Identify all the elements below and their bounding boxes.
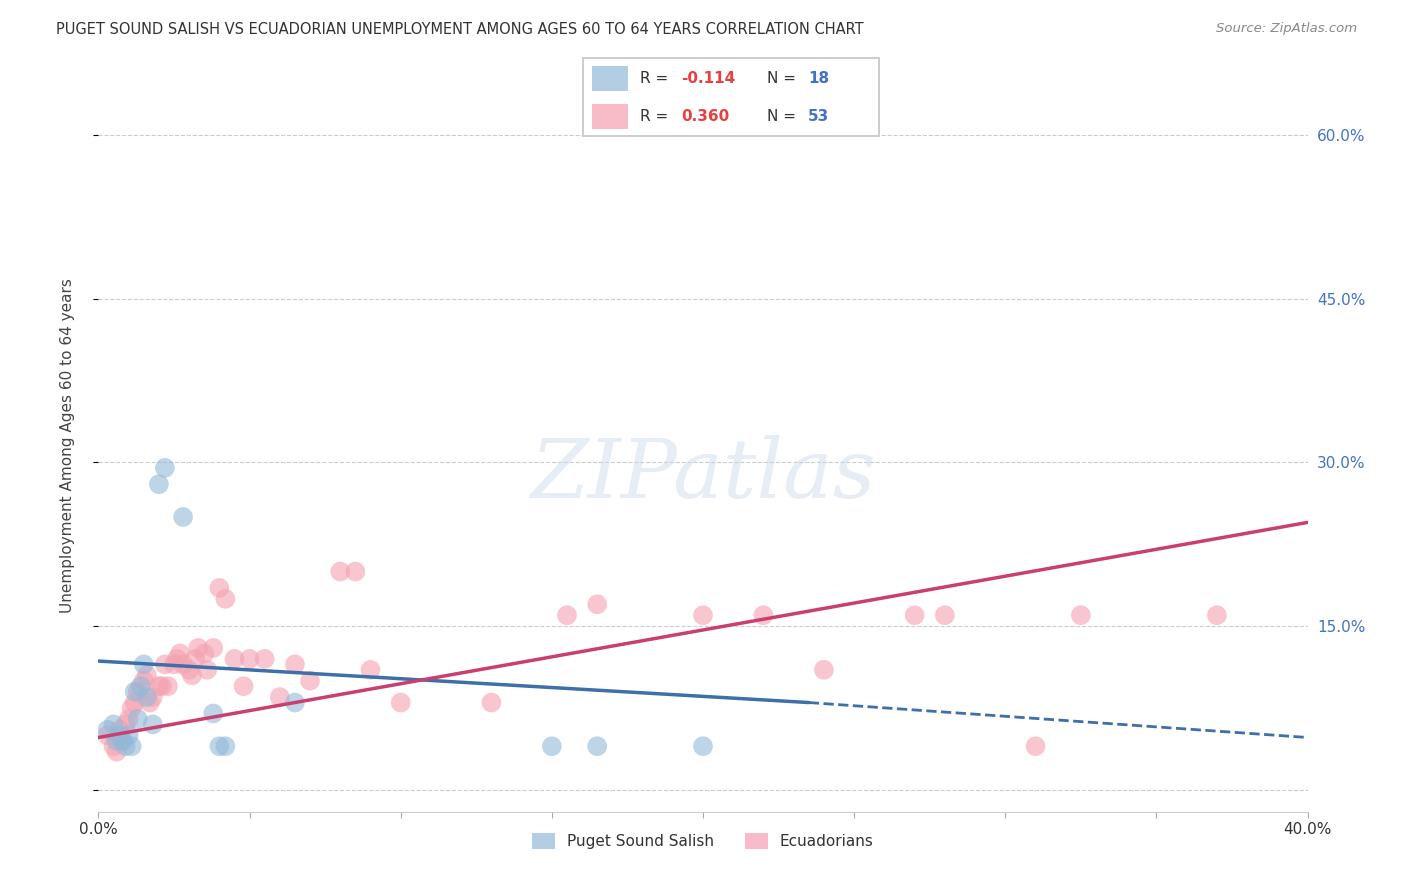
Point [813,663,835,677]
Point [132,673,155,688]
Text: ZIPatlas: ZIPatlas [530,435,876,516]
Point [105,733,128,747]
Point [172,510,194,524]
Point [114,717,136,731]
Point [179,663,201,677]
Y-axis label: Unemployment Among Ages 60 to 64 years: Unemployment Among Ages 60 to 64 years [60,278,75,614]
Point [214,739,236,754]
Point [239,652,262,666]
Point [1206,608,1229,623]
Point [481,696,503,710]
Point [108,723,131,737]
Point [142,717,165,731]
Point [202,640,225,655]
Point [111,733,134,747]
Point [124,696,146,710]
Point [934,608,956,623]
Point [586,739,609,754]
Point [284,696,307,710]
Point [389,696,412,710]
Point [166,652,188,666]
Point [124,684,146,698]
Point [139,696,162,710]
Point [148,477,170,491]
Point [208,581,231,595]
Point [150,679,173,693]
Point [135,690,157,704]
Point [153,460,176,475]
Point [540,739,562,754]
Text: R =: R = [640,109,672,124]
Point [269,690,291,704]
Point [169,647,191,661]
Point [555,608,578,623]
Text: N =: N = [766,109,800,124]
Point [142,690,165,704]
Text: -0.114: -0.114 [681,70,735,86]
Point [156,679,179,693]
Point [105,745,128,759]
Point [148,679,170,693]
Point [135,668,157,682]
Point [121,739,143,754]
Point [153,657,176,672]
Point [172,657,194,672]
Point [692,608,714,623]
Point [232,679,254,693]
Point [118,712,141,726]
Point [284,657,307,672]
Point [253,652,276,666]
Point [187,640,209,655]
Point [96,723,118,737]
Point [103,739,125,754]
Point [202,706,225,721]
Point [132,657,155,672]
Text: Source: ZipAtlas.com: Source: ZipAtlas.com [1216,22,1357,36]
Point [692,739,714,754]
Point [118,728,141,742]
Text: N =: N = [766,70,800,86]
Point [208,739,231,754]
Text: 18: 18 [808,70,830,86]
Point [360,663,382,677]
Point [129,679,152,693]
Bar [592,66,627,91]
Text: R =: R = [640,70,672,86]
Point [96,728,118,742]
Text: PUGET SOUND SALISH VS ECUADORIAN UNEMPLOYMENT AMONG AGES 60 TO 64 YEARS CORRELAT: PUGET SOUND SALISH VS ECUADORIAN UNEMPLO… [56,22,863,37]
Point [163,657,186,672]
Point [114,739,136,754]
Legend: Puget Sound Salish, Ecuadorians: Puget Sound Salish, Ecuadorians [526,827,880,855]
Point [181,668,204,682]
Point [195,663,218,677]
Bar [592,103,627,128]
Point [127,712,149,726]
Point [344,565,367,579]
Text: 53: 53 [808,109,830,124]
Point [127,684,149,698]
Text: 0.360: 0.360 [681,109,730,124]
Point [214,591,236,606]
Point [184,652,207,666]
Point [224,652,246,666]
Point [103,717,125,731]
Point [1024,739,1046,754]
Point [1070,608,1092,623]
Point [752,608,775,623]
Point [329,565,352,579]
Point [586,597,609,611]
Point [108,728,131,742]
Point [904,608,927,623]
Point [121,701,143,715]
Point [193,647,215,661]
Point [299,673,322,688]
Point [111,733,134,747]
